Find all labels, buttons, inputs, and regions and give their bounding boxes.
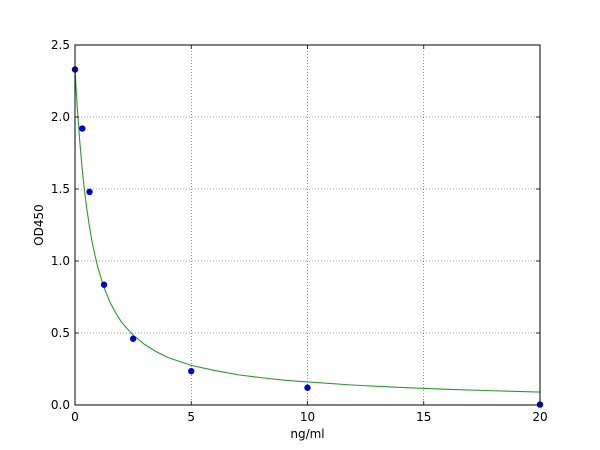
y-tick-labels: 0.0 0.5 1.0 1.5 2.0 2.5 bbox=[51, 38, 70, 412]
x-axis-label: ng/ml bbox=[290, 427, 324, 441]
data-point-1 bbox=[79, 125, 86, 132]
x-tick-label-1: 5 bbox=[187, 410, 195, 424]
x-tick-label-0: 0 bbox=[71, 410, 79, 424]
data-point-3 bbox=[100, 281, 108, 288]
y-tick-label-3: 1.5 bbox=[51, 182, 70, 196]
fitted-curve-line bbox=[74, 69, 541, 393]
data-point-5 bbox=[188, 367, 195, 375]
y-tick-label-2: 1.0 bbox=[51, 254, 70, 268]
x-tick-label-2: 10 bbox=[300, 410, 315, 424]
y-tick-label-1: 0.5 bbox=[51, 326, 70, 340]
data-point-4 bbox=[129, 335, 137, 342]
y-tick-label-0: 0.0 bbox=[51, 398, 70, 412]
x-tick-label-3: 15 bbox=[416, 410, 431, 424]
data-point-6 bbox=[304, 384, 311, 391]
y-tick-label-4: 2.0 bbox=[51, 110, 70, 124]
fitted-curve-layer bbox=[74, 69, 541, 393]
x-tick-label-4: 20 bbox=[532, 410, 547, 424]
data-point-2 bbox=[86, 188, 93, 196]
y-axis-label: OD450 bbox=[32, 204, 46, 246]
x-tick-labels: 0 5 10 15 20 bbox=[71, 410, 547, 424]
grid-lines bbox=[75, 45, 540, 405]
y-tick-label-5: 2.5 bbox=[51, 38, 70, 52]
tick-marks bbox=[74, 44, 541, 406]
